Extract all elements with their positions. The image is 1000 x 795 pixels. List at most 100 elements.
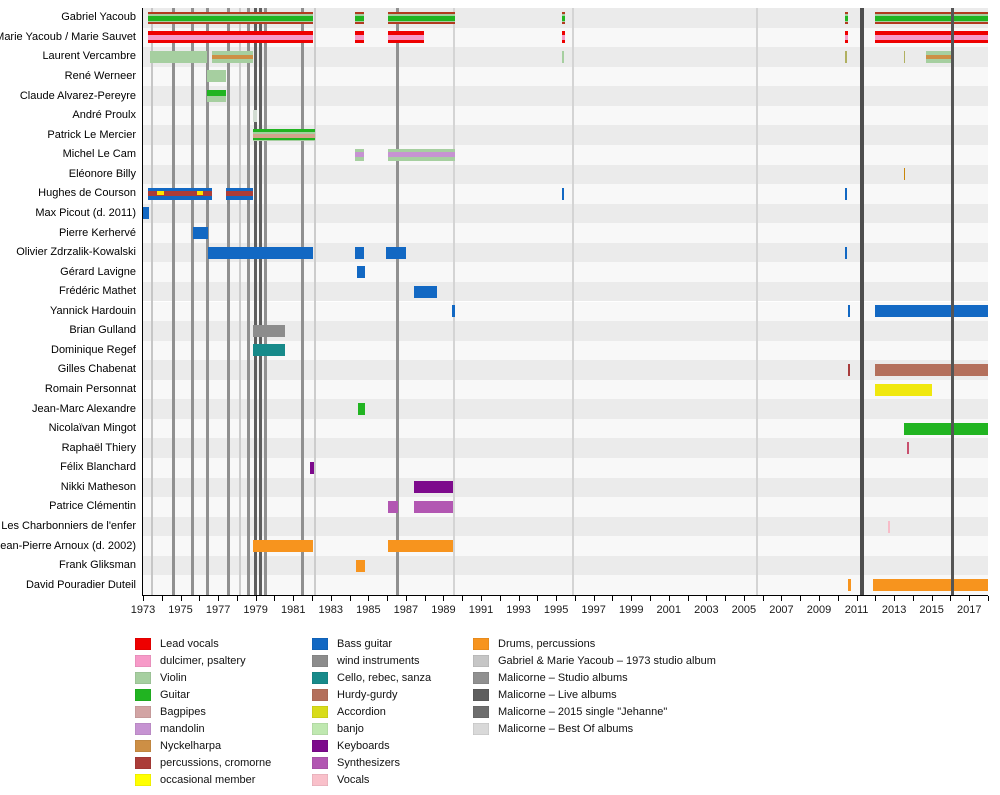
bar-stripe — [388, 540, 453, 553]
bar-stripe — [147, 11, 313, 14]
bar-stripe — [845, 21, 848, 24]
legend-label: Bass guitar — [337, 638, 393, 650]
row-stripe — [143, 66, 988, 87]
timeline-bar — [143, 207, 149, 220]
timeline-bar — [388, 31, 424, 44]
member-name-label: Jean-Pierre Arnoux (d. 2002) — [0, 539, 136, 552]
axis-tick — [387, 596, 389, 601]
bar-stripe — [414, 481, 453, 494]
timeline-bar — [211, 50, 253, 63]
axis-tick — [499, 596, 501, 601]
axis-tick — [931, 596, 933, 601]
axis-tick — [143, 596, 144, 601]
bar-stripe — [355, 148, 364, 153]
album-line — [301, 8, 305, 595]
axis-tick — [218, 596, 220, 601]
member-name-label: Olivier Zdrzalik-Kowalski — [16, 246, 136, 259]
member-name-label: Frédéric Mathet — [58, 285, 136, 298]
axis-tick — [912, 596, 914, 601]
legend-swatch — [312, 723, 328, 735]
axis-tick — [462, 596, 464, 601]
timeline-bar — [414, 481, 453, 494]
legend-swatch — [473, 706, 489, 718]
legend-label: Hurdy-gurdy — [337, 689, 398, 701]
legend-swatch — [312, 740, 328, 752]
legend-swatch — [312, 774, 328, 786]
timeline-bar — [848, 579, 851, 592]
album-line — [238, 8, 241, 595]
bar-stripe — [147, 191, 212, 197]
timeline-bar — [252, 344, 285, 357]
bar-stripe — [875, 34, 988, 40]
legend-label: Guitar — [160, 689, 190, 701]
bar-stripe — [845, 50, 847, 63]
timeline-bar — [206, 70, 226, 83]
row-stripe — [143, 360, 988, 380]
bar-stripe — [252, 131, 315, 134]
legend-swatch — [312, 655, 328, 667]
legend-item: Gabriel & Marie Yacoub – 1973 studio alb… — [473, 654, 716, 668]
timeline-bar — [903, 50, 905, 63]
bar-stripe — [875, 21, 988, 24]
album-line — [151, 8, 154, 595]
bar-stripe — [388, 20, 455, 22]
year-label: 2015 — [919, 604, 944, 616]
timeline-bar — [414, 500, 453, 513]
legend-item: Accordion — [312, 705, 386, 719]
legend-swatch — [135, 723, 151, 735]
row-stripe — [143, 379, 988, 400]
bar-stripe — [451, 305, 455, 318]
bar-stripe — [561, 16, 565, 21]
legend-item: Malicorne – Best Of albums — [473, 722, 633, 736]
row-stripe — [143, 105, 988, 126]
timeline-bar — [355, 246, 364, 259]
row-stripe — [143, 223, 988, 243]
bar-stripe — [848, 305, 850, 318]
bar-stripe — [561, 187, 564, 200]
row-stripe — [143, 516, 988, 537]
legend-label: dulcimer, psaltery — [160, 655, 246, 667]
legend-item: Cello, rebec, sanza — [312, 671, 431, 685]
legend-item: mandolin — [135, 722, 205, 736]
timeline-bar — [875, 31, 988, 44]
axis-tick — [800, 596, 802, 601]
member-name-label: Max Picout (d. 2011) — [35, 206, 136, 219]
axis-tick — [612, 596, 614, 601]
album-line — [950, 8, 954, 595]
legend-label: Malicorne – Studio albums — [498, 672, 628, 684]
bar-stripe — [926, 54, 953, 59]
timeline-bar — [252, 109, 257, 122]
y-axis-line — [141, 8, 143, 596]
year-label: 1995 — [543, 604, 569, 616]
bar-stripe — [207, 246, 313, 259]
legend-swatch — [312, 638, 328, 650]
legend-item: percussions, cromorne — [135, 756, 271, 770]
bar-stripe — [875, 13, 988, 17]
axis-tick — [743, 596, 745, 601]
axis-tick — [405, 596, 407, 601]
timeline-bar — [149, 50, 207, 63]
plot-area — [143, 8, 988, 595]
legend-swatch — [312, 672, 328, 684]
bar-stripe — [206, 96, 226, 103]
row-stripe — [143, 8, 988, 28]
legend-label: Synthesizers — [337, 757, 400, 769]
axis-tick — [650, 596, 651, 601]
member-name-label: Michel Le Cam — [62, 148, 136, 161]
legend-label: mandolin — [160, 723, 205, 735]
legend-swatch — [473, 655, 489, 667]
timeline-bar — [355, 11, 364, 24]
member-name-label: Marie Yacoub / Marie Sauvet — [0, 30, 136, 43]
bar-stripe — [845, 31, 848, 35]
legend-item: Bass guitar — [312, 637, 392, 651]
bar-stripe — [845, 187, 848, 200]
row-stripe — [143, 301, 988, 322]
bar-stripe — [388, 39, 424, 44]
legend-label: Bagpipes — [160, 706, 206, 718]
axis-tick — [706, 596, 708, 601]
year-label: 1981 — [280, 604, 306, 616]
legend-swatch — [473, 672, 489, 684]
axis-tick — [349, 596, 351, 601]
bar-stripe — [147, 20, 313, 22]
